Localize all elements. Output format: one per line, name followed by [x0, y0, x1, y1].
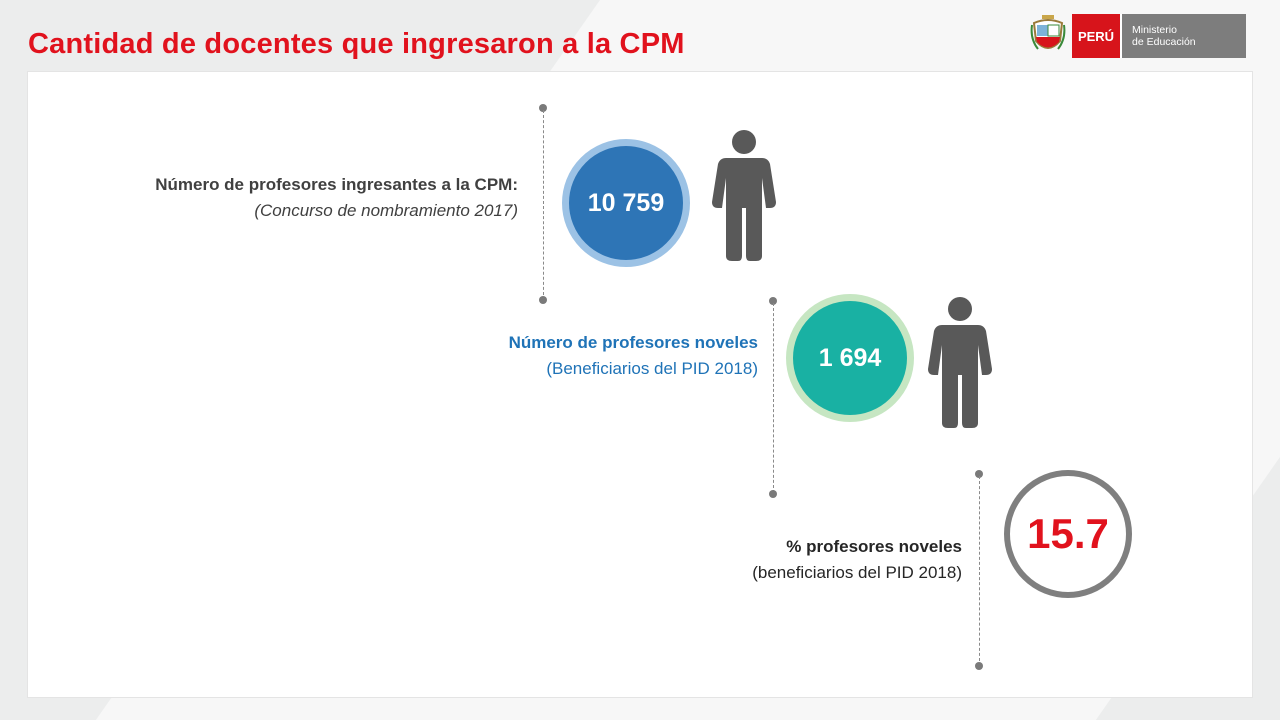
stat-3-label: % profesores noveles — [786, 537, 962, 556]
country-badge: PERÚ — [1072, 14, 1120, 58]
ministry-line1: Ministerio — [1132, 24, 1177, 36]
coat-of-arms-icon — [1030, 15, 1066, 50]
stat-2-label-block: Número de profesores noveles (Beneficiar… — [509, 330, 758, 382]
stat-3-divider-line — [979, 476, 980, 666]
stat-1-value: 10 759 — [587, 188, 665, 217]
stat-3-line-top-dot — [975, 470, 983, 478]
header: Cantidad de docentes que ingresaron a la… — [0, 0, 1280, 70]
stat-1-line-top-dot — [539, 104, 547, 112]
stat-3-line-bottom-dot — [975, 662, 983, 670]
page-title: Cantidad de docentes que ingresaron a la… — [28, 28, 685, 60]
stat-2-label: Número de profesores noveles — [508, 333, 758, 352]
stat-1-sublabel: (Concurso de nombramiento 2017) — [254, 201, 518, 220]
stat-3-label-block: % profesores noveles (beneficiarios del … — [752, 534, 962, 586]
ministry-line2: de Educación — [1132, 36, 1196, 48]
stat-1-label-block: Número de profesores ingresantes a la CP… — [155, 172, 518, 224]
stat-2-value: 1 694 — [818, 343, 882, 372]
stat-2-sublabel: (Beneficiarios del PID 2018) — [546, 359, 758, 378]
stat-3-value: 15.7 — [1027, 510, 1109, 557]
stat-1-line-bottom-dot — [539, 296, 547, 304]
stat-1-divider-line — [543, 110, 544, 300]
ministry-name: Ministerio de Educación — [1120, 14, 1246, 58]
stat-3-value-circle: 15.7 — [1004, 470, 1132, 598]
stat-2-value-circle: 1 694 — [786, 294, 914, 422]
stat-2-line-bottom-dot — [769, 490, 777, 498]
stat-2-divider-line — [773, 303, 774, 493]
person-icon — [928, 297, 992, 428]
ministry-logo: PERÚ Ministerio de Educación — [1030, 14, 1246, 58]
stat-1-value-circle: 10 759 — [562, 139, 690, 267]
stat-2-line-top-dot — [769, 297, 777, 305]
person-icon — [712, 130, 776, 261]
stat-1-label: Número de profesores ingresantes a la CP… — [155, 175, 518, 194]
stat-3-sublabel: (beneficiarios del PID 2018) — [752, 563, 962, 582]
